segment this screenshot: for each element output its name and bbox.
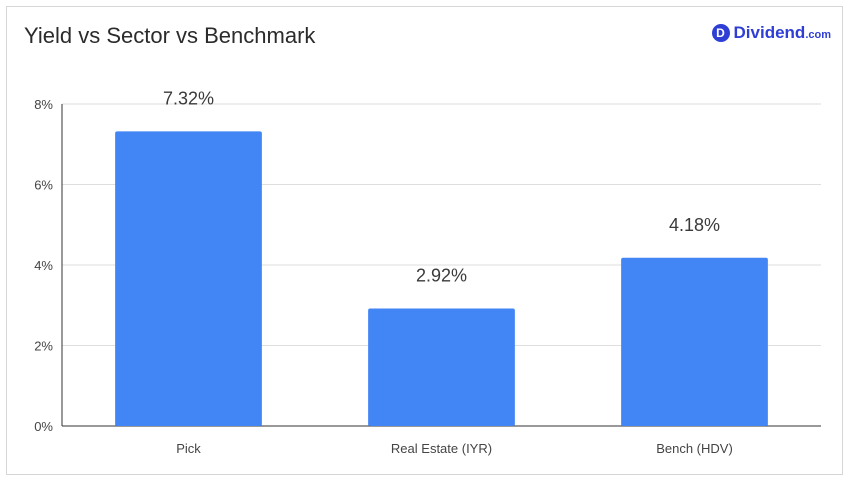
logo-name: Dividend xyxy=(733,23,806,42)
y-tick-label: 2% xyxy=(34,339,53,354)
y-tick-label: 4% xyxy=(34,258,53,273)
data-label: 2.92% xyxy=(416,265,467,285)
y-tick-label: 8% xyxy=(34,97,53,112)
bar xyxy=(621,257,768,426)
y-tick-label: 0% xyxy=(34,419,53,434)
y-tick-label: 6% xyxy=(34,178,53,193)
x-category-label: Bench (HDV) xyxy=(656,441,733,456)
x-category-label: Real Estate (IYR) xyxy=(391,441,492,456)
data-label: 7.32% xyxy=(163,88,214,108)
data-label: 4.18% xyxy=(669,215,720,235)
logo-badge-icon: D xyxy=(711,24,730,42)
logo-suffix: .com xyxy=(805,29,831,41)
chart-title: Yield vs Sector vs Benchmark xyxy=(24,23,316,48)
x-category-label: Pick xyxy=(176,441,201,456)
dividend-logo[interactable]: D Dividend .com xyxy=(711,23,831,43)
bar xyxy=(368,308,515,426)
bar xyxy=(115,131,262,426)
